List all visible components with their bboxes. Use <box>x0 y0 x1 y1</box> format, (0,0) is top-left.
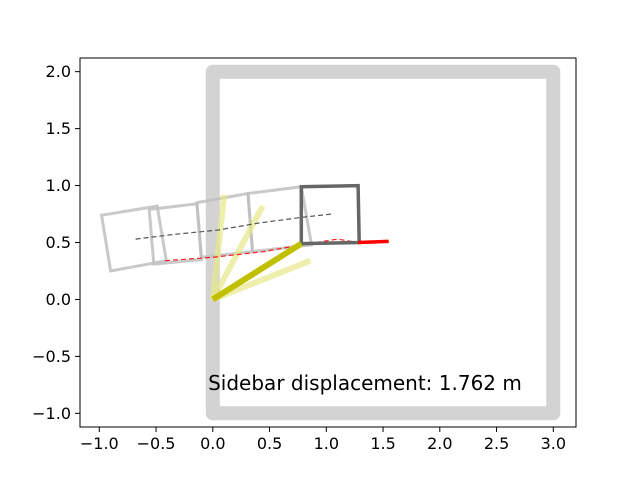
x-tick-label: 2.5 <box>484 434 509 453</box>
x-tick-label: 1.0 <box>314 434 339 453</box>
ghost-body-2 <box>147 202 204 266</box>
x-tick-label: 1.5 <box>370 434 395 453</box>
wall-boundary <box>205 64 561 421</box>
x-tick-label: 2.0 <box>427 434 452 453</box>
y-tick-label: 0.0 <box>46 290 71 309</box>
ghost-arm-2 <box>210 204 266 301</box>
x-tick-label: −0.5 <box>137 434 176 453</box>
contact-segment <box>358 239 389 245</box>
x-tick-label: 0.5 <box>257 434 282 453</box>
y-tick-label: 0.5 <box>46 233 71 252</box>
current-arm <box>211 241 303 302</box>
ghost-arm-1 <box>209 194 228 300</box>
ghost-arm-3 <box>211 257 312 303</box>
y-tick-label: −0.5 <box>32 347 71 366</box>
x-tick-label: −1.0 <box>80 434 119 453</box>
y-tick-label: 2.0 <box>46 62 71 81</box>
contact-trace <box>165 238 359 262</box>
y-tick-label: −1.0 <box>32 404 71 423</box>
axes-layer: −1.0 −0.5 0.0 0.5 1.0 1.5 2.0 2.5 3.0 −1.0 −0.5 0.0… <box>32 57 577 453</box>
y-tick-label: 1.0 <box>46 176 71 195</box>
displacement-annotation: Sidebar displacement: 1.762 m <box>208 371 522 395</box>
x-tick-label: 3.0 <box>541 434 566 453</box>
current-body <box>299 183 361 246</box>
path-trace <box>135 213 333 240</box>
data-layer <box>99 64 561 421</box>
y-tick-label: 1.5 <box>46 119 71 138</box>
x-tick-label: 0.0 <box>200 434 225 453</box>
